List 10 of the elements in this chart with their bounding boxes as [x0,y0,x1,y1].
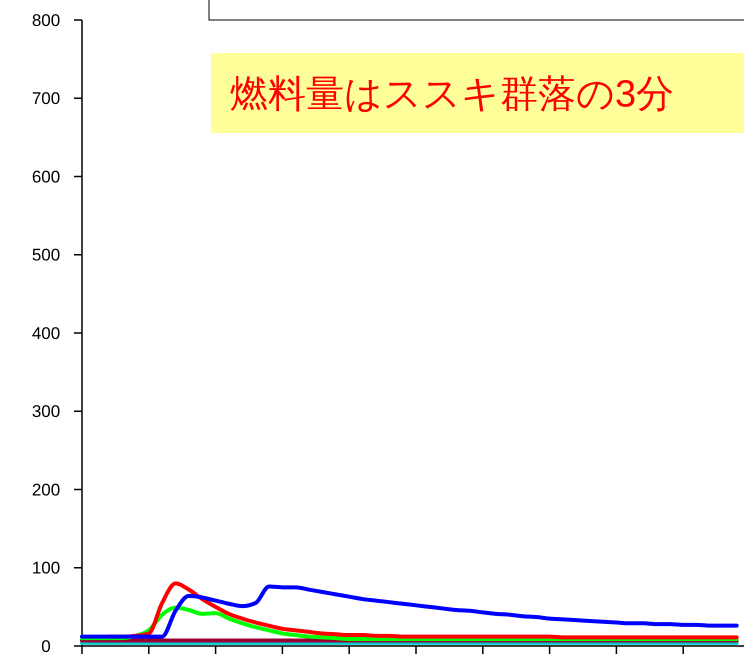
y-tick-label: 500 [32,246,60,265]
y-tick-label: 400 [32,324,60,343]
annotation: 燃料量はススキ群落の3分 [230,73,674,116]
y-tick-label: 200 [32,480,60,500]
y-tick-label: 300 [32,402,60,422]
y-tick-label: 700 [32,89,60,108]
y-tick-label: 100 [32,558,60,578]
y-tick-label: 600 [32,167,60,186]
y-tick-label: 800 [32,10,60,30]
y-tick-label: 0 [41,636,51,654]
